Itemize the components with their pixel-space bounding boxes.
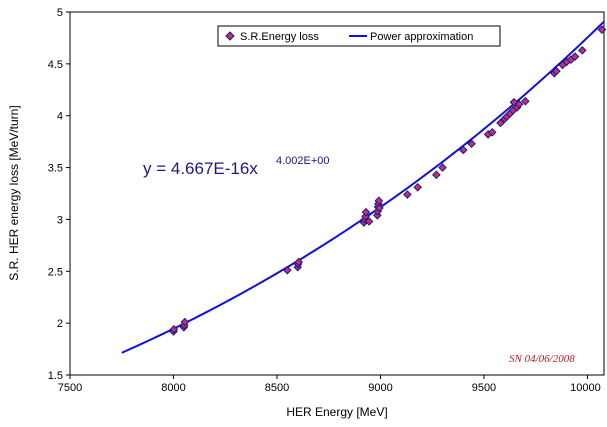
x-axis-title: HER Energy [MeV] — [286, 405, 387, 419]
y-tick-label: 4.5 — [48, 59, 63, 71]
data-point — [496, 118, 505, 128]
y-tick-label: 2 — [57, 318, 63, 330]
data-point — [403, 190, 412, 199]
data-point — [438, 163, 447, 172]
y-tick-label: 5 — [57, 7, 63, 19]
plot-area — [69, 11, 605, 376]
legend-marker — [225, 31, 235, 41]
signature: SN 04/06/2008 — [509, 353, 575, 365]
y-axis-ticks: 1.5 2 2.5 3 3.5 4 4.5 5 — [48, 7, 70, 382]
data-point — [514, 99, 524, 109]
data-point — [570, 52, 580, 61]
x-tick-label: 9500 — [472, 382, 496, 394]
data-point — [467, 139, 476, 149]
fit-equation-exponent: 4.002E+00 — [276, 155, 330, 167]
data-point — [294, 257, 304, 267]
data-point — [180, 317, 190, 327]
data-point — [432, 170, 441, 180]
fit-equation: y = 4.667E-16x — [143, 159, 258, 178]
x-tick-label: 8500 — [265, 382, 289, 394]
legend-label-line: Power approximation — [370, 31, 473, 43]
y-tick-label: 2.5 — [48, 266, 63, 278]
x-tick-label: 10000 — [570, 382, 601, 394]
x-tick-label: 7500 — [58, 382, 82, 394]
y-axis-title: S.R. HER energy loss [MeV/turn] — [7, 105, 21, 280]
y-tick-label: 1.5 — [48, 370, 63, 382]
data-point — [375, 203, 384, 213]
x-tick-label: 8000 — [161, 382, 185, 394]
data-point — [552, 66, 561, 76]
data-point — [413, 182, 423, 192]
y-tick-label: 3.5 — [48, 163, 63, 175]
x-axis-ticks: 7500 8000 8500 9000 9500 10000 — [58, 375, 601, 394]
y-tick-label: 4 — [57, 111, 63, 123]
data-point — [364, 217, 374, 226]
data-point — [487, 128, 497, 137]
points-layer — [169, 25, 607, 336]
data-point — [361, 212, 370, 221]
y-tick-label: 3 — [57, 214, 63, 226]
data-point — [361, 207, 371, 217]
x-tick-label: 9000 — [368, 382, 392, 394]
data-point — [577, 46, 587, 55]
data-point — [521, 96, 530, 106]
legend: S.R.Energy loss Power approximation — [217, 25, 501, 47]
data-point — [597, 25, 607, 34]
data-point — [169, 325, 179, 334]
data-point — [458, 145, 468, 155]
legend-label-scatter: S.R.Energy loss — [240, 31, 319, 43]
data-point — [283, 265, 292, 275]
